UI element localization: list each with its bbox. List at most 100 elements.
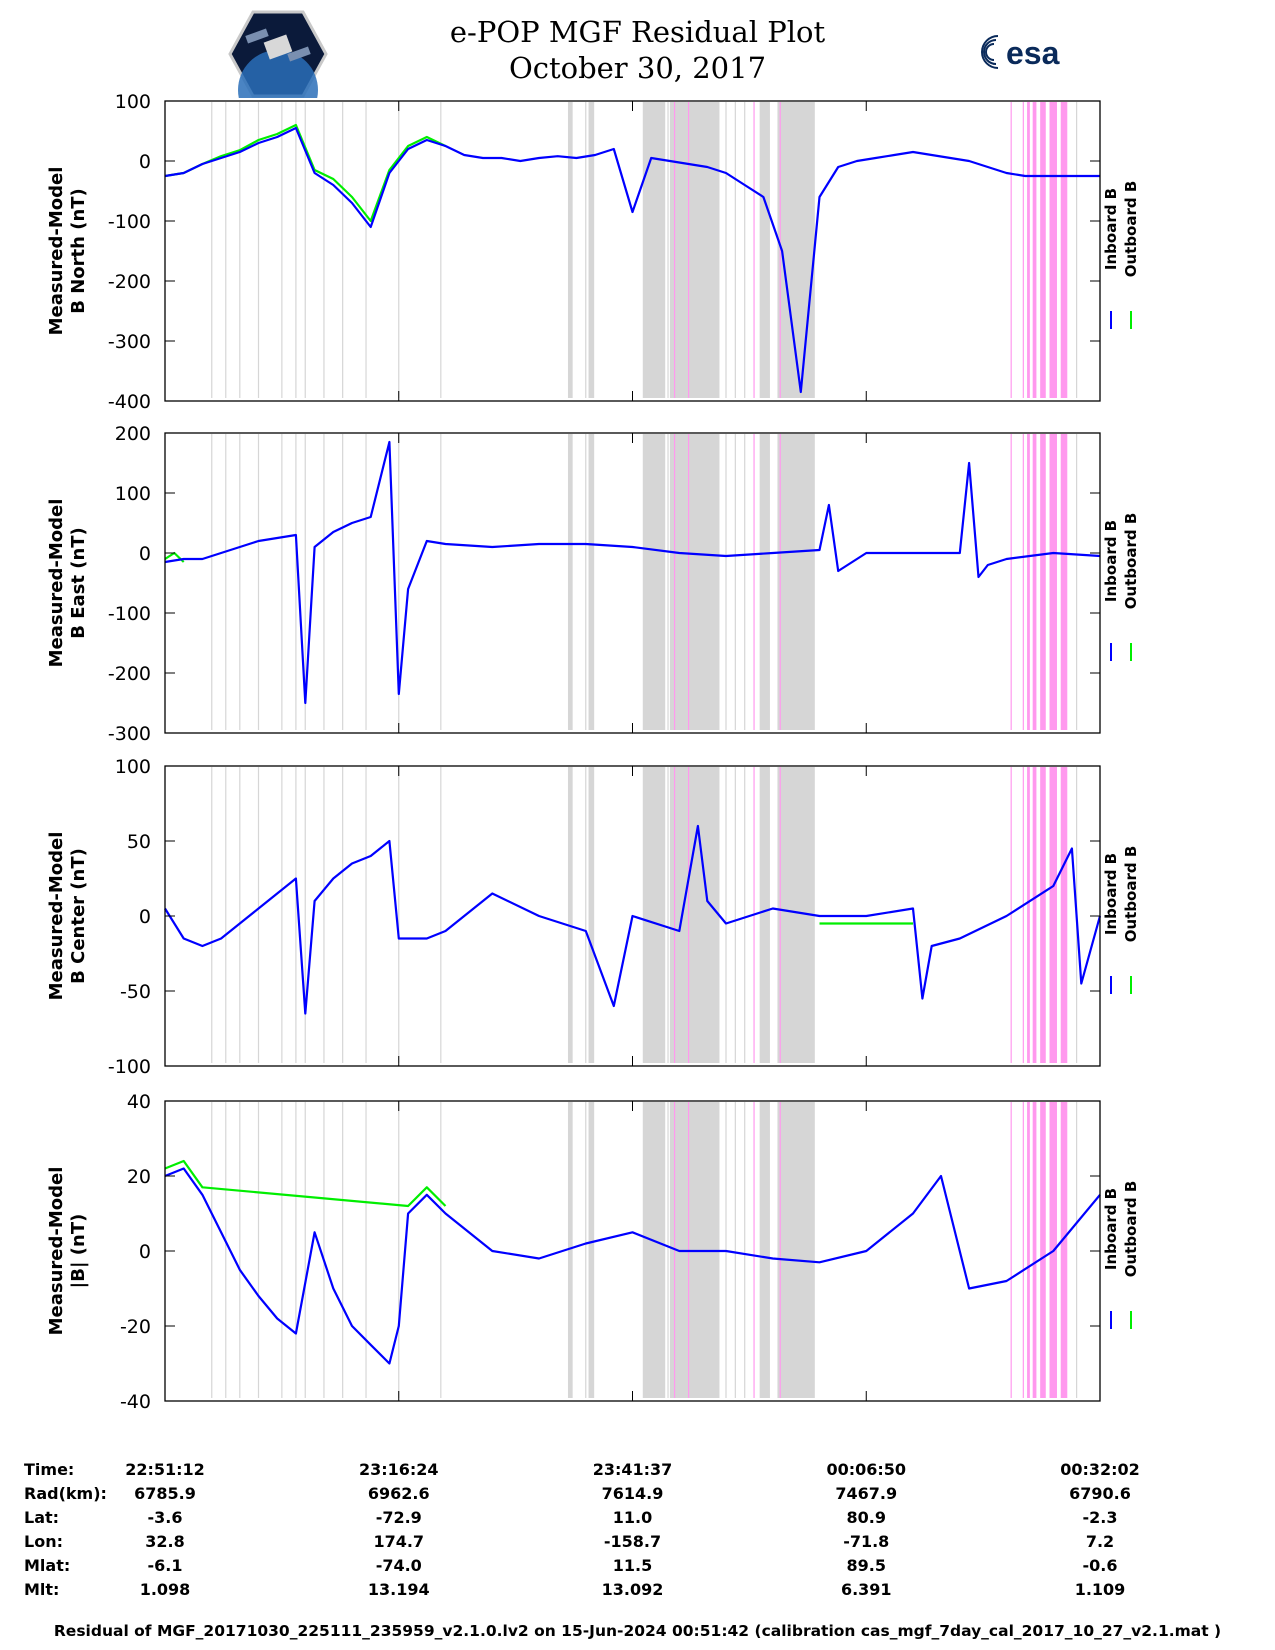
- pink-band: [1032, 434, 1037, 730]
- gray-band: [567, 434, 573, 730]
- gray-band: [642, 767, 666, 1063]
- y-tick-label: -200: [108, 271, 151, 293]
- info-row-value: 22:51:12: [125, 1460, 205, 1479]
- pink-band: [1032, 767, 1037, 1063]
- info-row-value: 7.2: [1085, 1532, 1115, 1551]
- panel-2: 200 100 0 -100 -200 -300 Measured-Model B East …: [46, 423, 1140, 745]
- y-tick-label: -100: [108, 211, 151, 233]
- info-row-label: Rad(km):: [24, 1484, 107, 1503]
- info-row-value: 7467.9: [835, 1484, 898, 1503]
- y-tick-label: 200: [115, 423, 151, 445]
- y-axis-label: Measured-Model: [46, 832, 67, 1001]
- gray-band: [759, 767, 770, 1063]
- gray-band: [759, 1102, 770, 1398]
- gray-band: [669, 767, 720, 1063]
- pink-band: [1040, 1102, 1046, 1398]
- info-row-value: -6.1: [147, 1556, 183, 1575]
- info-row-value: 6962.6: [367, 1484, 430, 1503]
- y-axis-label: B East (nT): [68, 527, 89, 639]
- y-tick-label: -40: [120, 1391, 151, 1413]
- info-row-value: 23:41:37: [592, 1460, 673, 1479]
- gray-band: [642, 434, 666, 730]
- y-tick-label: 100: [115, 91, 151, 113]
- y-tick-label: 100: [115, 756, 151, 778]
- info-row-value: -2.3: [1082, 1508, 1118, 1527]
- title-line-2: October 30, 2017: [508, 51, 767, 85]
- series-line-inboard: [164, 1167, 1101, 1365]
- pink-band: [1027, 1102, 1030, 1398]
- y-axis-label: B Center (nT): [68, 848, 89, 984]
- info-row-value: -71.8: [843, 1532, 890, 1551]
- panel-3: 100 50 0 -50 -100 Measured-Model B Center (nT)…: [46, 756, 1140, 1078]
- legend-outboard-label: Outboard B: [1122, 846, 1140, 943]
- y-axis-label: Measured-Model: [46, 499, 67, 668]
- gray-band: [759, 102, 770, 398]
- y-tick-label: -100: [108, 603, 151, 625]
- info-row-value: 1.098: [139, 1580, 191, 1599]
- info-row-value: -74.0: [375, 1556, 422, 1575]
- info-row-value: 11.0: [612, 1508, 653, 1527]
- esa-logo: esa: [981, 35, 1060, 71]
- y-tick-label: 50: [127, 831, 151, 853]
- y-axis-label: |B| (nT): [68, 1214, 89, 1289]
- series-line-inboard: [164, 126, 1100, 394]
- y-tick-label: -300: [108, 331, 151, 353]
- y-tick-label: 100: [115, 483, 151, 505]
- y-tick-label: -400: [108, 391, 151, 413]
- chart-title: e-POP MGF Residual Plot October 30, 2017: [0, 14, 1275, 86]
- series-line-inboard: [164, 824, 1102, 1015]
- gray-band: [588, 767, 595, 1063]
- info-row: Mlt: 1.098 13.194 13.092 6.391 1.109: [0, 1580, 1275, 1604]
- info-row-value: 32.8: [145, 1532, 185, 1551]
- gray-band: [642, 102, 666, 398]
- info-row-value: 00:32:02: [1060, 1460, 1140, 1479]
- info-row: Lat: -3.6 -72.9 11.0 80.9 -2.3: [0, 1508, 1275, 1532]
- gray-band: [777, 434, 815, 730]
- info-row-value: 80.9: [846, 1508, 886, 1527]
- cassiope-logo: [228, 10, 328, 98]
- info-row-value: -3.6: [147, 1508, 183, 1527]
- info-row-value: -0.6: [1082, 1556, 1118, 1575]
- info-row-value: -72.9: [375, 1508, 422, 1527]
- y-tick-label: -300: [108, 723, 151, 745]
- info-row: Mlat: -6.1 -74.0 11.5 89.5 -0.6: [0, 1556, 1275, 1580]
- gray-band: [777, 1102, 815, 1398]
- pink-band: [1040, 434, 1046, 730]
- info-row: Rad(km): 6785.9 6962.6 7614.9 7467.9 6790.6: [0, 1484, 1275, 1508]
- pink-band: [1027, 767, 1030, 1063]
- y-tick-label: 0: [139, 1241, 151, 1263]
- info-row-value: 1.109: [1074, 1580, 1126, 1599]
- info-row-value: 13.092: [601, 1580, 664, 1599]
- gray-band: [669, 102, 720, 398]
- panel-4: 40 20 0 -20 -40 Measured-Model |B| (nT) Inboard…: [46, 1091, 1140, 1413]
- pink-band: [1060, 102, 1068, 398]
- y-axis-label: B North (nT): [68, 188, 89, 314]
- y-tick-label: 20: [127, 1166, 151, 1188]
- info-row-value: 89.5: [846, 1556, 886, 1575]
- legend-outboard-label: Outboard B: [1122, 513, 1140, 610]
- info-row-value: 11.5: [612, 1556, 653, 1575]
- pink-band: [1049, 434, 1057, 730]
- title-line-1: e-POP MGF Residual Plot: [449, 15, 826, 49]
- legend-outboard-label: Outboard B: [1122, 1181, 1140, 1278]
- pink-band: [1049, 102, 1057, 398]
- y-tick-label: -20: [120, 1316, 151, 1338]
- y-axis-label: Measured-Model: [46, 167, 67, 336]
- info-row: Time: 22:51:12 23:16:24 23:41:37 00:06:50 00:…: [0, 1460, 1275, 1484]
- y-tick-label: -100: [108, 1056, 151, 1078]
- y-tick-label: -50: [120, 981, 151, 1003]
- info-row-value: -158.7: [603, 1532, 662, 1551]
- orbit-info-table: Time: 22:51:12 23:16:24 23:41:37 00:06:50 00:…: [0, 1460, 1275, 1610]
- y-axis-label: Measured-Model: [46, 1167, 67, 1336]
- info-row-label: Time:: [24, 1460, 75, 1479]
- pink-band: [1040, 767, 1046, 1063]
- info-row-label: Lat:: [24, 1508, 60, 1527]
- legend-inboard-label: Inboard B: [1102, 188, 1120, 270]
- panel-1: 100 0 -100 -200 -300 -400 Measured-Model B Nort…: [46, 91, 1140, 413]
- legend-outboard-label: Outboard B: [1122, 181, 1140, 278]
- pink-band: [1040, 102, 1046, 398]
- gray-band: [567, 102, 573, 398]
- y-tick-label: -200: [108, 663, 151, 685]
- gray-band: [567, 1102, 573, 1398]
- y-tick-label: 0: [139, 906, 151, 928]
